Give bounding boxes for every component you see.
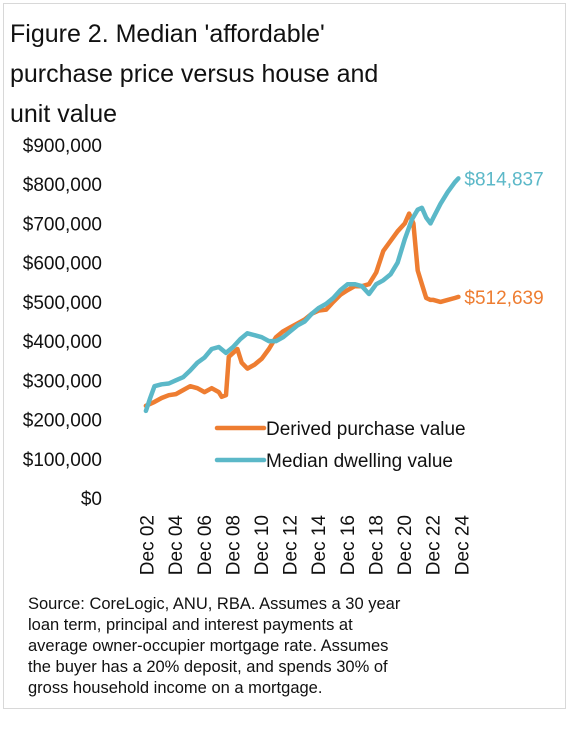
source-line-5: gross household income on a mortgage. [28, 679, 323, 697]
source-line-1: Source: CoreLogic, ANU, RBA. Assumes a 3… [28, 595, 401, 613]
line-chart: $0 $100,000 $200,000 $300,000 $400,000 $500,0… [23, 136, 544, 576]
y-tick-label: $700,000 [23, 214, 102, 235]
title-line-2: purchase price versus house and [10, 60, 379, 88]
series-layer: $512,639 $814,837 [143, 169, 544, 414]
y-tick-label: $600,000 [23, 254, 102, 275]
legend-label-purchase: Derived purchase value [266, 419, 466, 440]
title-line-1: Figure 2. Median 'affordable' [10, 20, 325, 48]
x-tick-label: Dec 14 [309, 515, 330, 576]
x-axis: Dec 02 Dec 04 Dec 06 Dec 08 Dec 10 Dec 12 Dec … [138, 515, 474, 576]
x-tick-label: Dec 10 [252, 515, 273, 575]
x-tick-label: Dec 18 [366, 515, 387, 575]
title-line-3: unit value [10, 100, 118, 128]
source-line-4: the buyer has a 20% deposit, and spends … [28, 658, 388, 676]
series-line-purchase [143, 211, 461, 409]
x-tick-label: Dec 22 [424, 515, 445, 575]
source-line-3: average owner-occupier mortgage rate. As… [28, 637, 389, 655]
y-tick-label: $400,000 [23, 332, 102, 353]
source-note: Source: CoreLogic, ANU, RBA. Assumes a 3… [28, 594, 538, 699]
y-tick-label: $100,000 [23, 450, 102, 471]
x-tick-label: Dec 08 [223, 515, 244, 575]
source-line-2: loan term, principal and interest paymen… [28, 616, 353, 634]
x-tick-label: Dec 24 [452, 515, 473, 576]
series-line-dwelling [143, 176, 461, 414]
series-end-label-dwelling: $814,837 [464, 169, 543, 190]
y-tick-label: $500,000 [23, 293, 102, 314]
x-tick-label: Dec 02 [138, 515, 159, 575]
x-tick-label: Dec 12 [281, 515, 302, 575]
y-tick-label: $300,000 [23, 371, 102, 392]
x-tick-label: Dec 16 [338, 515, 359, 575]
y-tick-label: $200,000 [23, 411, 102, 432]
x-tick-label: Dec 04 [166, 515, 187, 576]
x-tick-label: Dec 20 [395, 515, 416, 575]
y-tick-label: $900,000 [23, 136, 102, 157]
y-axis: $0 $100,000 $200,000 $300,000 $400,000 $500,0… [23, 136, 102, 510]
y-tick-label: $800,000 [23, 175, 102, 196]
x-tick-label: Dec 06 [195, 515, 216, 575]
series-end-label-purchase: $512,639 [464, 288, 543, 309]
figure-card [3, 3, 566, 709]
legend: Derived purchase value Median dwelling va… [214, 419, 466, 472]
figure-title: Figure 2. Median 'affordable' purchase p… [10, 14, 460, 134]
legend-label-dwelling: Median dwelling value [266, 451, 453, 472]
y-tick-label: $0 [81, 489, 102, 510]
